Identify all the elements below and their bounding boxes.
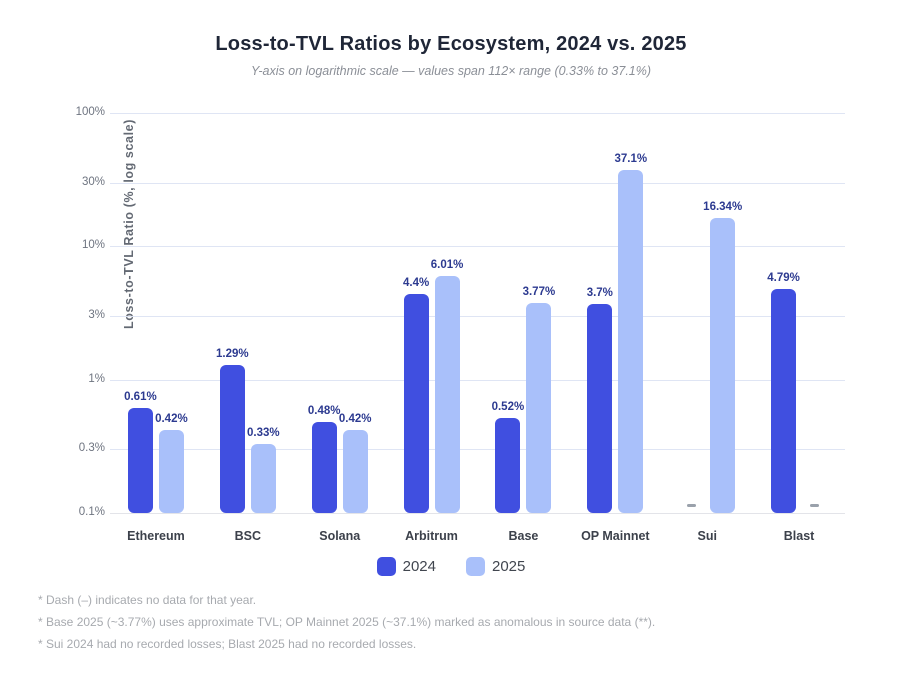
category-label-blast: Blast (783, 529, 815, 543)
bar-2025-base[interactable] (526, 302, 552, 513)
legend: 2024 2025 (0, 557, 902, 576)
category-label-base: Base (508, 529, 539, 543)
bar-2025-bsc[interactable] (250, 443, 276, 513)
bar-2024-base[interactable] (495, 417, 521, 513)
bar-value-label: 16.34% (703, 200, 743, 213)
legend-swatch-2025 (466, 557, 485, 576)
gridline (110, 182, 845, 184)
bar-value-label: 0.48% (307, 405, 341, 418)
y-tick-label: 3% (88, 309, 105, 322)
gridline (110, 379, 845, 381)
y-axis-title: Loss-to-TVL Ratio (%, log scale) (122, 119, 136, 329)
bar-2024-blast[interactable] (771, 289, 797, 513)
bar-2025-sui[interactable] (710, 217, 736, 513)
category-label-solana: Solana (319, 529, 361, 543)
bar-2024-op-mainnet[interactable] (587, 303, 613, 513)
y-tick-label: 10% (81, 239, 105, 252)
legend-item-2024[interactable]: 2024 (376, 557, 436, 576)
gridline (110, 316, 845, 318)
bar-value-label: 3.77% (522, 285, 556, 298)
bar-value-label: 0.42% (338, 412, 372, 425)
legend-item-2025[interactable]: 2025 (466, 557, 525, 576)
footnote-1: * Dash (–) indicates no data for that ye… (38, 593, 257, 607)
legend-swatch-2024 (376, 557, 396, 576)
no-data-dash-2024-sui (687, 504, 697, 507)
gridline (110, 246, 845, 248)
gridline (110, 449, 845, 451)
bar-2025-op-mainnet[interactable] (618, 170, 644, 513)
bar-2024-solana[interactable] (311, 422, 337, 513)
category-label-bsc: BSC (234, 529, 262, 543)
y-tick-label: 100% (75, 106, 105, 118)
category-label-ethereum: Ethereum (127, 529, 185, 543)
bar-value-label: 37.1% (614, 153, 648, 166)
bar-value-label: 0.61% (124, 391, 157, 404)
chart-subtitle: Y-axis on logarithmic scale — values spa… (250, 64, 652, 78)
gridline (110, 113, 845, 114)
bar-value-label: 4.79% (767, 272, 800, 284)
bar-2024-ethereum[interactable] (127, 408, 153, 513)
bar-value-label: 0.42% (155, 412, 188, 425)
category-label-arbitrum: Arbitrum (405, 529, 458, 543)
footnote-3: * Sui 2024 had no recorded losses; Blast… (38, 637, 417, 651)
footnote-2: * Base 2025 (~3.77%) uses approximate TV… (38, 615, 656, 629)
chart-title: Loss-to-TVL Ratios by Ecosystem, 2024 vs… (215, 33, 687, 55)
bar-value-label: 0.33% (246, 426, 280, 439)
bar-2025-arbitrum[interactable] (434, 275, 460, 513)
bar-2024-bsc[interactable] (219, 364, 245, 513)
y-tick-label: 0.3% (78, 442, 105, 455)
footnotes: * Dash (–) indicates no data for that ye… (38, 589, 655, 655)
bar-value-label: 0.52% (491, 400, 525, 413)
bar-value-label: 6.01% (430, 258, 464, 271)
legend-label-2025: 2025 (492, 558, 526, 575)
bar-value-label: 3.7% (586, 286, 613, 299)
bar-value-label: 1.29% (215, 347, 249, 360)
bar-2025-ethereum[interactable] (158, 429, 184, 513)
y-tick-label: 30% (81, 175, 105, 188)
bar-value-label: 4.4% (402, 276, 430, 289)
no-data-dash-2025-blast (810, 504, 820, 507)
category-label-sui: Sui (697, 529, 717, 543)
bar-2024-arbitrum[interactable] (403, 293, 429, 513)
y-tick-label: 1% (88, 372, 105, 385)
legend-label-2024: 2024 (402, 558, 436, 575)
bar-2025-solana[interactable] (342, 429, 368, 513)
y-tick-label: 0.1% (78, 506, 105, 518)
gridline (110, 513, 845, 514)
category-label-op-mainnet: OP Mainnet (581, 529, 650, 543)
